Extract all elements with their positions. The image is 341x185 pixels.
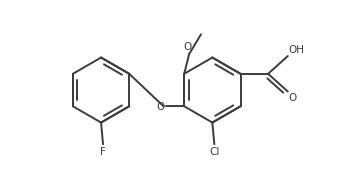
Text: O: O	[183, 42, 191, 52]
Text: F: F	[100, 147, 106, 157]
Text: O: O	[289, 93, 297, 103]
Text: O: O	[156, 102, 164, 112]
Text: Cl: Cl	[209, 147, 220, 157]
Text: OH: OH	[289, 45, 305, 55]
